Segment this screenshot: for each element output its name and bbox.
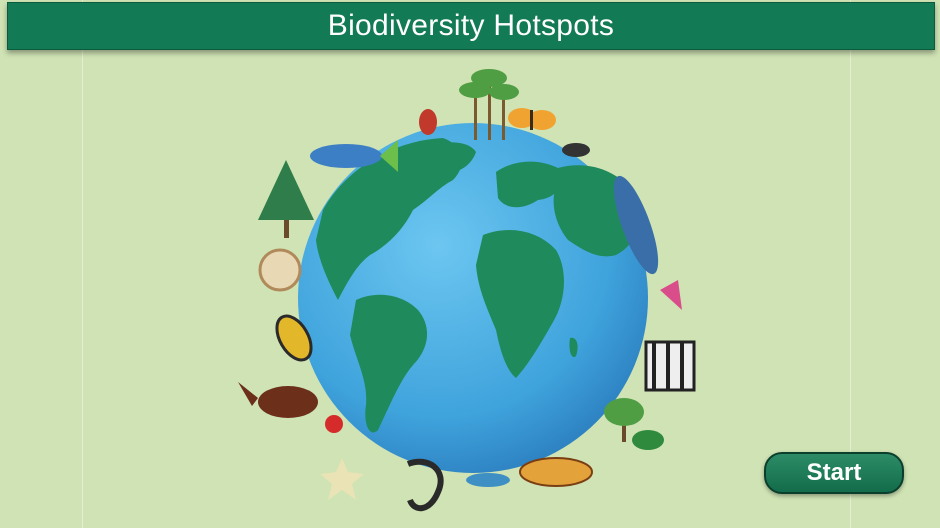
seahorse-icon bbox=[406, 458, 444, 512]
globe-svg bbox=[238, 69, 696, 512]
globe-illustration bbox=[238, 60, 708, 528]
page-title-bar: Biodiversity Hotspots bbox=[7, 2, 935, 50]
guide-line-left bbox=[82, 0, 83, 528]
bird-icon bbox=[238, 382, 318, 418]
continent-greenland bbox=[428, 142, 476, 174]
wasp-icon bbox=[275, 314, 313, 362]
ladybug-icon bbox=[325, 415, 343, 433]
frog-icon bbox=[632, 430, 664, 450]
lizard-icon bbox=[519, 457, 593, 487]
fish-icon bbox=[310, 140, 398, 172]
page-title: Biodiversity Hotspots bbox=[327, 9, 615, 42]
island-madagascar bbox=[569, 337, 578, 358]
fish-icon bbox=[466, 473, 510, 487]
beetle-icon bbox=[419, 109, 437, 135]
tree-icon bbox=[604, 398, 644, 442]
moth-icon bbox=[660, 280, 682, 310]
continent-south-america bbox=[350, 294, 428, 433]
starfish-icon bbox=[320, 458, 364, 500]
dolphin-icon bbox=[613, 175, 659, 275]
start-button[interactable]: Start bbox=[764, 452, 904, 494]
butterfly-icon bbox=[508, 108, 556, 130]
continent-north-america bbox=[316, 138, 462, 300]
scorpion-icon bbox=[562, 143, 590, 157]
nautilus-shell-icon bbox=[258, 248, 302, 292]
continent-europe bbox=[496, 161, 562, 208]
continent-africa bbox=[476, 230, 564, 378]
tree-icon bbox=[258, 160, 314, 238]
guide-line-right bbox=[850, 0, 851, 528]
zebra-icon bbox=[644, 340, 696, 392]
palm-trees-icon bbox=[459, 69, 519, 140]
